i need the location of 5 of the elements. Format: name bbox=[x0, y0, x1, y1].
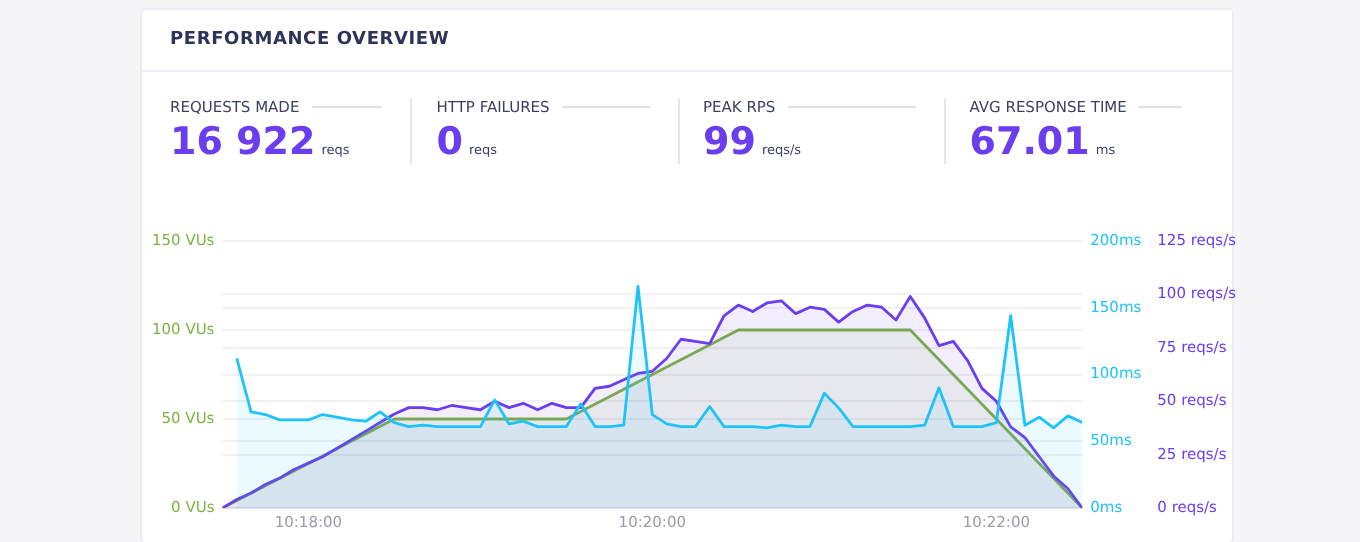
text: 99 bbox=[703, 120, 756, 164]
text: 16 922 bbox=[170, 120, 316, 164]
text: PERFORMANCE OVERVIEW bbox=[170, 30, 450, 50]
text: 0 bbox=[436, 120, 463, 164]
text: 67.01 bbox=[969, 120, 1090, 164]
